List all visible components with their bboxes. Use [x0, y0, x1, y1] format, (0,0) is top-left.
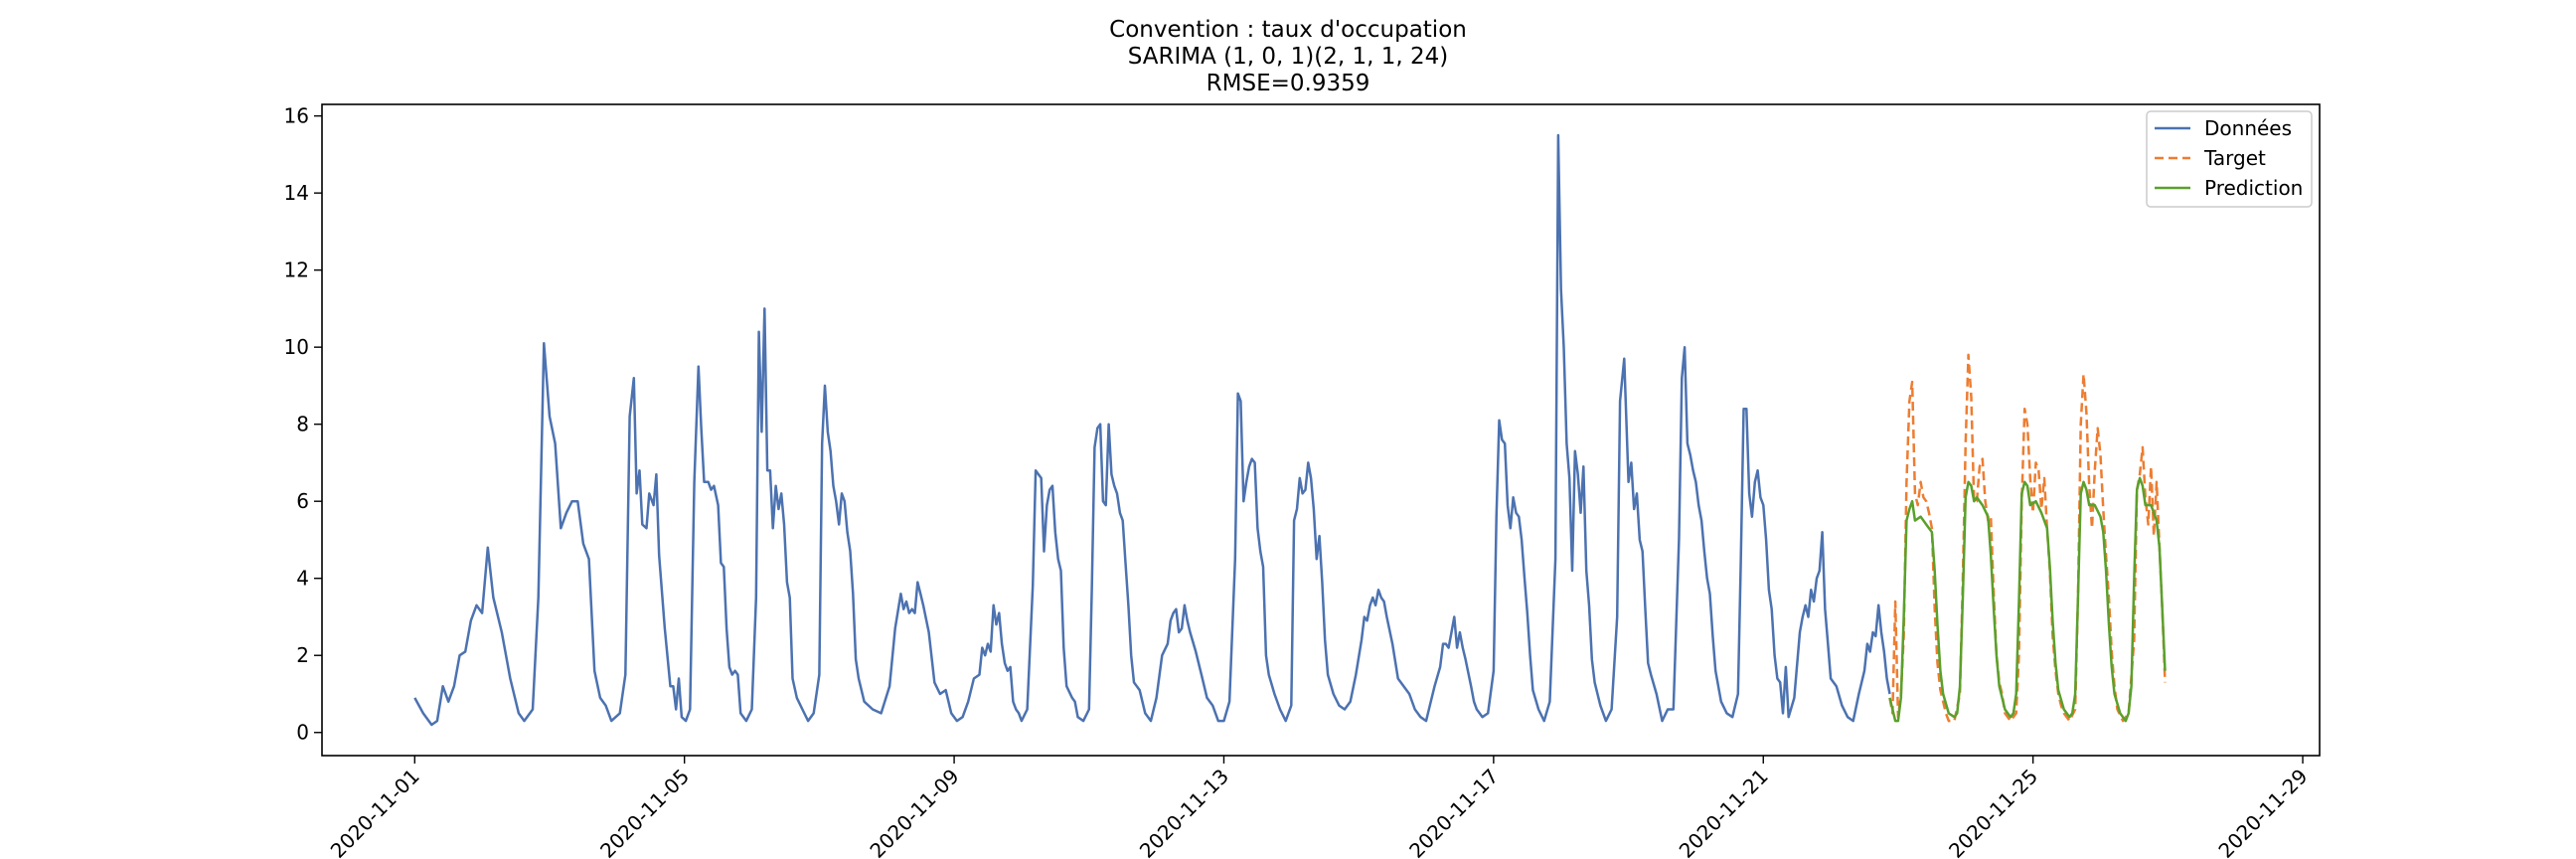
plot-area-frame [321, 103, 2321, 757]
series-line-donn-es [413, 133, 1891, 727]
series-line-target [1888, 353, 2167, 723]
legend-box [2146, 110, 2313, 208]
legend-label-donnees: Données [2204, 116, 2292, 140]
chart-title-line-2: SARIMA (1, 0, 1)(2, 1, 1, 24) [1128, 44, 1448, 70]
y-tick-label: 0 [296, 721, 309, 745]
series-layer [413, 133, 2167, 727]
y-tick-label: 12 [284, 258, 309, 282]
y-tick-label: 16 [284, 104, 309, 128]
y-tick-label: 4 [296, 567, 309, 591]
chart-title-line-3: RMSE=0.9359 [1207, 71, 1370, 96]
legend-label-target: Target [2203, 146, 2266, 170]
series-line-prediction [1888, 476, 2167, 723]
legend-label-prediction: Prediction [2204, 176, 2303, 200]
chart-title-line-1: Convention : taux d'occupation [1109, 17, 1467, 43]
y-tick-label: 8 [296, 413, 309, 436]
y-axis: 0 2 4 6 8 10 12 14 16 [284, 104, 322, 745]
legend: Données Target Prediction [2146, 110, 2313, 208]
y-tick-label: 14 [284, 181, 309, 205]
y-tick-label: 2 [296, 643, 309, 667]
y-tick-label: 6 [296, 489, 309, 513]
y-tick-label: 10 [284, 335, 309, 359]
